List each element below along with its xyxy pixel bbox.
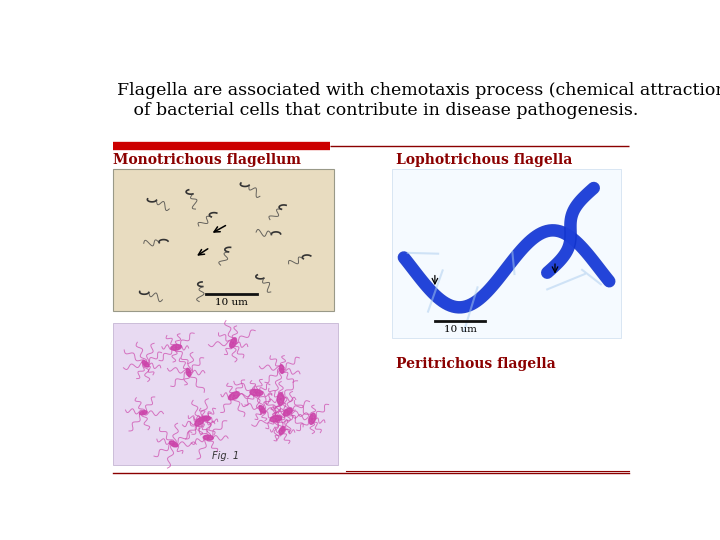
Polygon shape: [186, 368, 191, 376]
Polygon shape: [203, 435, 213, 440]
Text: Lophotrichous flagella: Lophotrichous flagella: [396, 153, 572, 167]
Polygon shape: [259, 406, 266, 413]
Polygon shape: [309, 413, 315, 424]
Text: 10 um: 10 um: [444, 325, 477, 334]
Text: Fig. 1: Fig. 1: [212, 451, 239, 461]
Polygon shape: [283, 408, 292, 416]
Polygon shape: [279, 427, 285, 435]
Polygon shape: [250, 389, 263, 396]
FancyBboxPatch shape: [392, 168, 621, 338]
Polygon shape: [228, 392, 239, 400]
Text: Peritrichous flagella: Peritrichous flagella: [396, 357, 556, 372]
Polygon shape: [230, 338, 237, 348]
FancyBboxPatch shape: [113, 323, 338, 465]
Text: Flagella are associated with chemotaxis process (chemical attraction): Flagella are associated with chemotaxis …: [117, 82, 720, 99]
Polygon shape: [171, 345, 181, 350]
Text: of bacterial cells that contribute in disease pathogenesis.: of bacterial cells that contribute in di…: [117, 102, 639, 119]
Polygon shape: [140, 410, 147, 415]
Polygon shape: [202, 416, 211, 421]
Polygon shape: [277, 393, 284, 406]
Text: 10 um: 10 um: [215, 298, 248, 307]
Polygon shape: [195, 417, 204, 426]
Polygon shape: [142, 361, 149, 367]
Polygon shape: [270, 416, 282, 422]
Polygon shape: [279, 364, 284, 374]
Text: Monotrichous flagellum: Monotrichous flagellum: [113, 153, 301, 167]
Polygon shape: [169, 441, 178, 447]
FancyBboxPatch shape: [113, 168, 334, 311]
